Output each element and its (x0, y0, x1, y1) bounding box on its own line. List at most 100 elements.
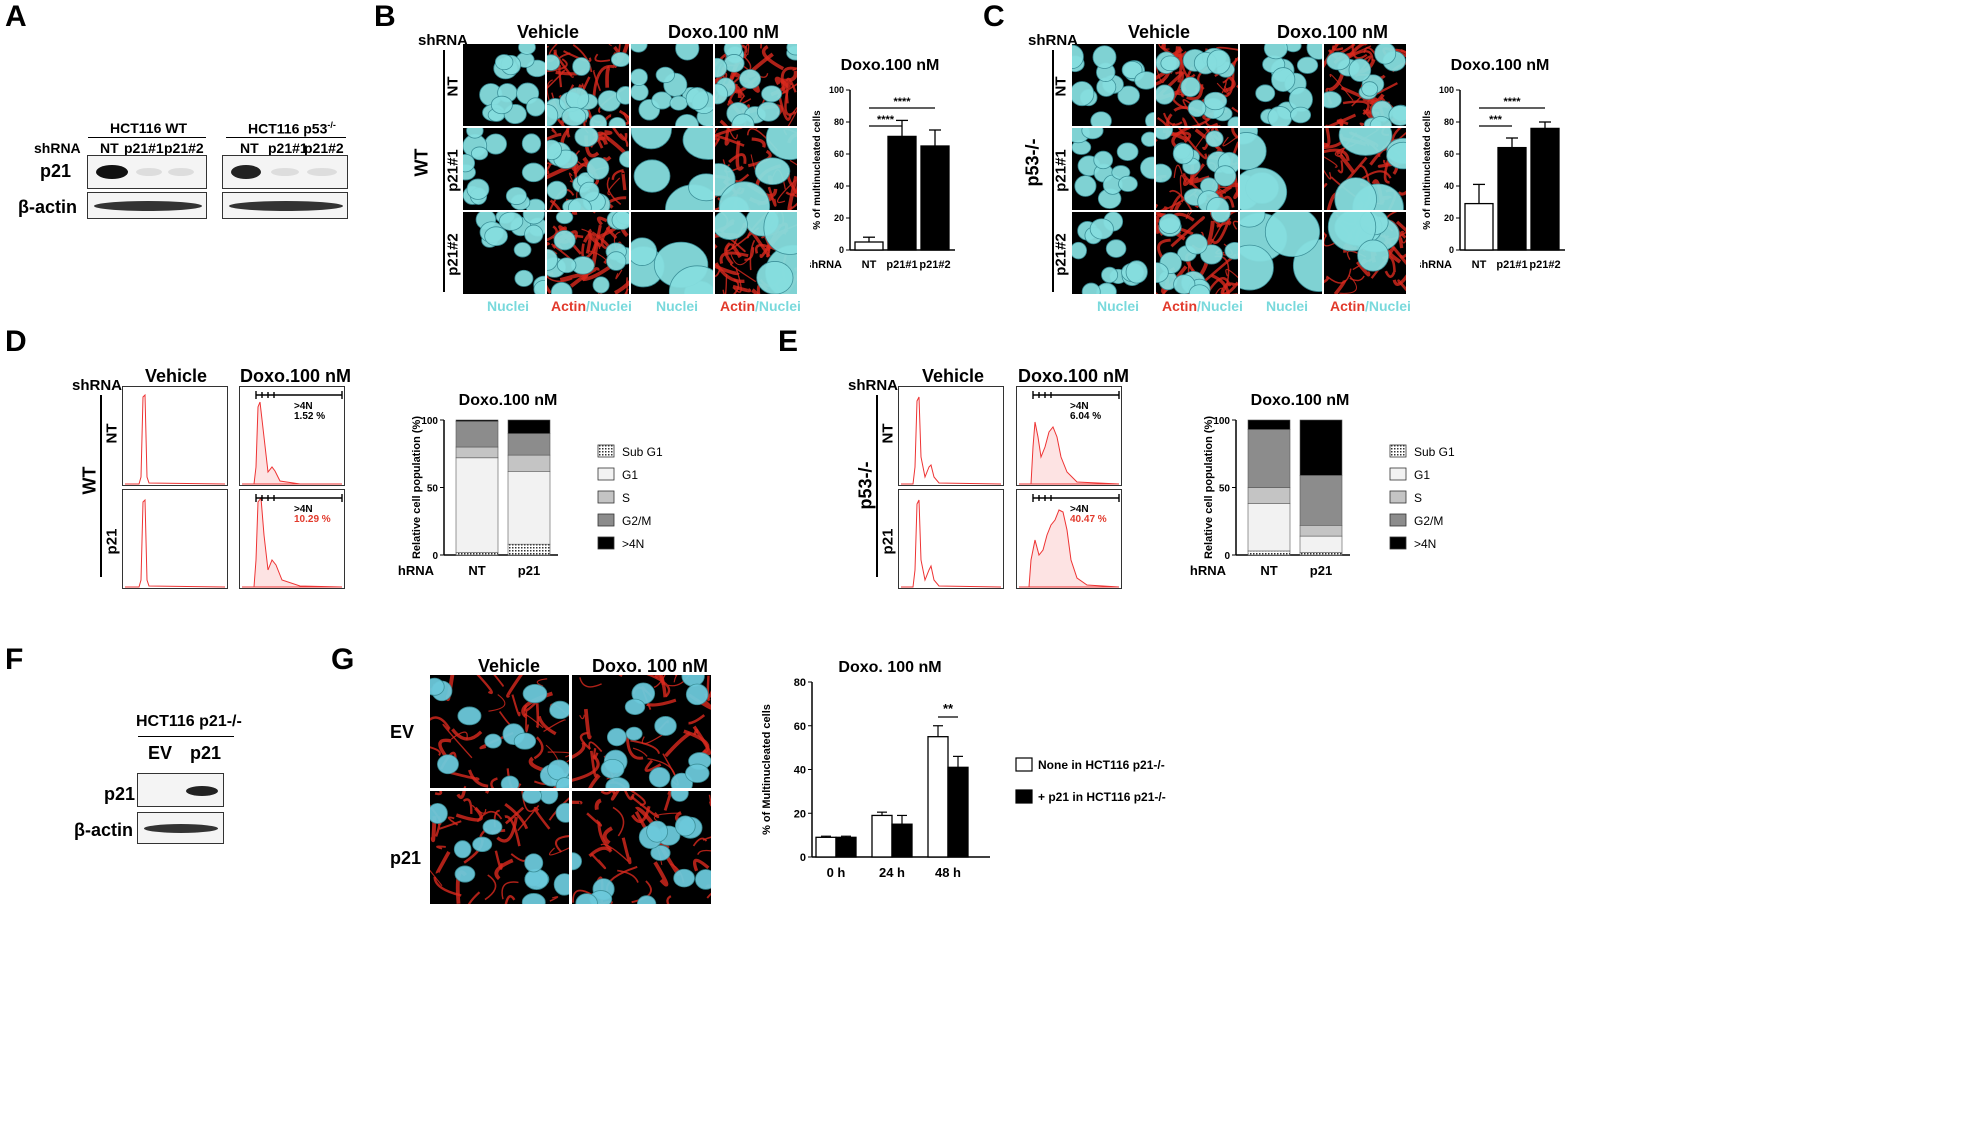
significance-label: **** (893, 96, 911, 108)
micrograph-tile (1072, 212, 1154, 294)
bar (947, 766, 969, 858)
y-tick-label: 80 (1444, 117, 1454, 127)
column-header: Doxo.100 nM (1277, 22, 1389, 42)
x-tick-label: NT (862, 259, 877, 271)
y-axis-label: Relative cell population (%) (411, 416, 423, 559)
y-tick-label: 60 (1444, 149, 1454, 159)
row-label-actin: β-actin (18, 197, 77, 217)
y-tick-label: 50 (427, 484, 439, 495)
bar (1497, 146, 1527, 251)
lane-label: p21#2 (304, 140, 344, 156)
micrograph-tile (631, 128, 713, 210)
bar (1464, 202, 1494, 251)
row-label: p21#1 (444, 149, 462, 192)
y-tick-label: 20 (794, 808, 806, 820)
significance-label: ** (943, 701, 954, 716)
stack-segment (1247, 487, 1291, 505)
divider (443, 50, 445, 292)
legend-label: G1 (1414, 468, 1430, 482)
micrograph-tile (572, 791, 711, 904)
histogram-vehicle-p21 (898, 489, 1004, 589)
shrna-label: shRNA (1028, 32, 1079, 49)
y-axis-label: % of multinucleated cells (812, 110, 823, 230)
legend-swatch (1389, 444, 1407, 458)
x-tick-label: p21#2 (1529, 259, 1560, 271)
stack-segment (455, 552, 499, 556)
bar (835, 836, 857, 858)
row-label-p21: p21 (40, 161, 72, 181)
chart-title: Doxo.100 nM (1451, 57, 1550, 74)
micrograph-tile (430, 675, 569, 788)
stack-segment (455, 446, 499, 459)
x-tick-label: p21#2 (919, 259, 950, 271)
x-axis-prefix: shRNA (398, 563, 435, 578)
bar (920, 145, 950, 251)
gate-label: >4N (294, 504, 313, 515)
group-underline (138, 736, 234, 737)
blot-strip (87, 155, 207, 189)
image-grid (430, 675, 711, 904)
divider (876, 395, 878, 577)
chart-title: Doxo.100 nM (1251, 392, 1350, 409)
stack-segment (1247, 503, 1291, 552)
legend-label: None in HCT116 p21-/- (1038, 758, 1165, 772)
legend-swatch (1389, 490, 1407, 504)
stack-segment (507, 543, 551, 556)
chart-b-multinucleated: Doxo.100 nM 0 20 40 60 80 100 % of multinucleat… (810, 57, 955, 271)
stack-segment (1247, 419, 1291, 430)
gate-value: 1.52 % (294, 411, 326, 422)
stack-segment (1299, 552, 1343, 556)
bar (887, 135, 917, 251)
panel-label-f: F (5, 643, 24, 676)
stack-segment (1299, 475, 1343, 526)
y-tick-label: 40 (794, 765, 806, 777)
x-tick-label: 0 h (827, 865, 846, 880)
y-tick-label: 0 (1224, 551, 1230, 562)
band (231, 165, 261, 179)
legend-swatch (597, 467, 615, 481)
stack-segment (1247, 429, 1291, 488)
panel-label-a: A (5, 0, 27, 33)
micrograph-tile (463, 212, 545, 294)
micrograph-tile (430, 791, 569, 904)
column-header: Doxo. 100 nM (592, 656, 709, 676)
x-axis-prefix: shRNA (1420, 259, 1452, 271)
legend-label: + p21 in HCT116 p21-/- (1038, 790, 1166, 804)
panel-label-e: E (778, 325, 799, 358)
y-tick-label: 100 (1439, 85, 1454, 95)
group-underline (226, 137, 346, 138)
micrograph-tile (572, 675, 711, 788)
lane-label: p21#1 (124, 140, 164, 156)
legend-label: G2/M (622, 514, 651, 528)
side-label: WT (79, 466, 100, 495)
bar (927, 736, 949, 858)
x-tick-label: NT (468, 563, 485, 578)
gate-label: >4N (1070, 401, 1089, 412)
y-tick-label: 40 (834, 181, 844, 191)
significance-label: **** (1503, 96, 1521, 108)
legend-swatch (597, 513, 615, 527)
band (94, 201, 202, 211)
legend-swatch (1015, 757, 1033, 772)
row-label: p21 (879, 528, 897, 555)
x-tick-label: NT (1260, 563, 1277, 578)
bar (891, 823, 913, 858)
y-tick-label: 40 (1444, 181, 1454, 191)
lane-label: NT (100, 140, 119, 156)
legend-label: S (1414, 491, 1422, 505)
bar (1530, 127, 1560, 251)
micrograph-tile (1072, 44, 1154, 126)
micrograph-tile (547, 128, 629, 210)
divider (1052, 50, 1054, 292)
micrograph-tile (715, 212, 797, 294)
legend-label: G2/M (1414, 514, 1443, 528)
histogram-vehicle-p21 (122, 489, 228, 589)
y-tick-label: 80 (794, 677, 806, 689)
stack-segment (455, 419, 499, 422)
bar (871, 814, 893, 858)
micrograph-tile (1324, 128, 1406, 210)
legend-swatch (597, 536, 615, 550)
legend-swatch (1015, 789, 1033, 804)
blot-strip (137, 773, 224, 807)
micrograph-tile (631, 212, 713, 294)
